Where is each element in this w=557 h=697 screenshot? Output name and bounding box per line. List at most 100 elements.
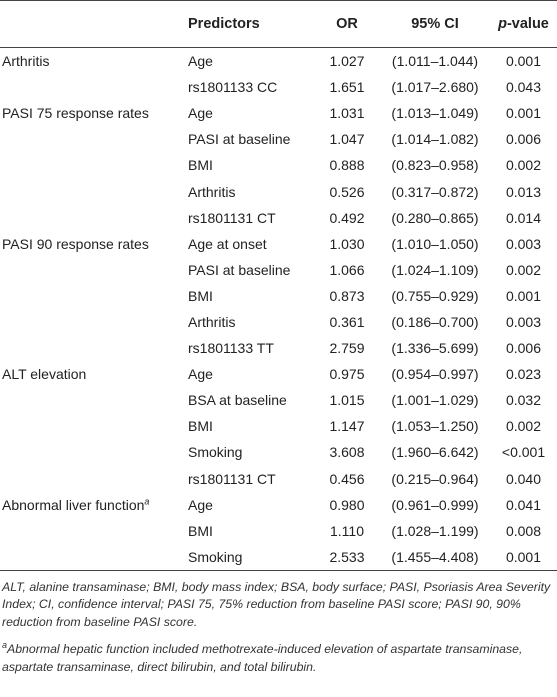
p-value-cell: 0.002: [488, 152, 557, 178]
predictor-cell-text: Smoking: [188, 444, 243, 461]
p-value-cell-text: 0.006: [505, 340, 542, 357]
or-cell-text: 1.651: [329, 79, 365, 96]
outcome-cell: [0, 309, 188, 335]
predictor-cell-text: rs1801133 CC: [188, 79, 278, 96]
or-cell-text: 0.980: [329, 496, 365, 513]
p-value-cell: 0.006: [488, 126, 557, 152]
table-row: BMI 0.873 (0.755–0.929) 0.001: [0, 283, 557, 309]
ci-cell-text: (1.017–2.680): [391, 79, 479, 96]
outcome-cell: Abnormal liver functiona: [0, 492, 188, 518]
ci-cell: (1.017–2.680): [382, 74, 488, 100]
outcome-cell: [0, 413, 188, 439]
outcome-cell: PASI 90 response rates: [0, 231, 188, 257]
ci-cell-text: (1.336–5.699): [391, 340, 479, 357]
ci-cell-text: (1.455–4.408): [391, 548, 479, 565]
regression-results-table: Predictors OR 95% CI p-value Arthritis Ag…: [0, 0, 557, 571]
predictor-cell: Arthritis: [188, 178, 312, 204]
predictor-cell-text: BMI: [188, 157, 213, 174]
or-cell-text: 0.456: [329, 470, 365, 487]
ci-cell-text: (0.823–0.958): [391, 157, 479, 174]
ci-cell: (1.053–1.250): [382, 413, 488, 439]
predictor-cell: Age: [188, 492, 312, 518]
predictor-cell: Age: [188, 361, 312, 387]
outcome-cell: [0, 518, 188, 544]
ci-cell: (0.186–0.700): [382, 309, 488, 335]
p-value-cell: 0.043: [488, 74, 557, 100]
or-cell: 3.608: [312, 439, 382, 465]
or-cell-text: 0.975: [329, 366, 365, 383]
or-cell: 0.975: [312, 361, 382, 387]
or-cell: 1.027: [312, 48, 382, 75]
p-value-cell: 0.003: [488, 231, 557, 257]
p-value-cell: 0.003: [488, 309, 557, 335]
outcome-cell: [0, 74, 188, 100]
ci-cell-text: (1.013–1.049): [391, 105, 479, 122]
or-cell: 1.015: [312, 387, 382, 413]
header-ci: 95% CI: [382, 0, 488, 48]
predictor-cell: rs1801133 TT: [188, 335, 312, 361]
p-value-cell-text: 0.001: [505, 53, 542, 70]
or-cell-text: 1.030: [329, 235, 365, 252]
outcome-cell-text: PASI 75 response rates: [2, 105, 149, 122]
table-row: PASI at baseline 1.066 (1.024–1.109) 0.002: [0, 257, 557, 283]
ci-cell-text: (0.961–0.999): [391, 496, 479, 513]
table-row: Arthritis 0.526 (0.317–0.872) 0.013: [0, 178, 557, 204]
ci-cell-text: (0.215–0.964): [391, 470, 479, 487]
predictor-cell: BSA at baseline: [188, 387, 312, 413]
outcome-cell: [0, 439, 188, 465]
predictor-cell-text: Age: [188, 105, 213, 122]
note-footnote: aAbnormal hepatic function included meth…: [2, 641, 555, 676]
predictor-cell: Age at onset: [188, 231, 312, 257]
predictor-cell-text: rs1801133 TT: [188, 340, 274, 357]
ci-cell-text: (1.053–1.250): [391, 418, 479, 435]
p-value-cell-text: 0.002: [505, 157, 542, 174]
or-cell-text: 0.492: [329, 209, 365, 226]
predictor-cell-text: Age: [188, 496, 213, 513]
p-value-cell-text: 0.001: [505, 287, 542, 304]
outcome-cell: [0, 152, 188, 178]
or-cell: 2.759: [312, 335, 382, 361]
predictor-cell: Smoking: [188, 439, 312, 465]
or-cell: 1.147: [312, 413, 382, 439]
predictor-cell-text: Age at onset: [188, 235, 267, 252]
table-row: Arthritis 0.361 (0.186–0.700) 0.003: [0, 309, 557, 335]
or-cell-text: 1.110: [330, 522, 364, 539]
ci-cell-text: (1.001–1.029): [391, 392, 479, 409]
ci-cell-text: (0.755–0.929): [391, 287, 479, 304]
or-cell-text: 1.027: [329, 53, 365, 70]
table-row: Arthritis Age 1.027 (1.011–1.044) 0.001: [0, 48, 557, 75]
outcome-cell: Arthritis: [0, 48, 188, 75]
predictor-cell: Age: [188, 100, 312, 126]
predictor-cell: rs1801131 CT: [188, 466, 312, 492]
p-value-cell-text: 0.023: [505, 366, 542, 383]
or-cell: 0.873: [312, 283, 382, 309]
predictor-cell-text: rs1801131 CT: [188, 470, 276, 487]
p-value-cell-text: 0.013: [505, 183, 542, 200]
table-row: rs1801131 CT 0.456 (0.215–0.964) 0.040: [0, 466, 557, 492]
predictor-cell-text: BSA at baseline: [188, 392, 287, 409]
table-row: BMI 1.147 (1.053–1.250) 0.002: [0, 413, 557, 439]
predictor-cell: rs1801133 CC: [188, 74, 312, 100]
or-cell: 0.456: [312, 466, 382, 492]
or-cell: 0.361: [312, 309, 382, 335]
p-value-cell: <0.001: [488, 439, 557, 465]
or-cell: 0.526: [312, 178, 382, 204]
p-value-cell: 0.014: [488, 205, 557, 231]
ci-cell-text: (0.317–0.872): [391, 183, 479, 200]
or-cell-text: 1.147: [329, 418, 365, 435]
predictor-cell: BMI: [188, 413, 312, 439]
ci-cell: (1.001–1.029): [382, 387, 488, 413]
ci-cell: (1.336–5.699): [382, 335, 488, 361]
or-cell: 0.980: [312, 492, 382, 518]
or-cell: 1.110: [312, 518, 382, 544]
p-value-cell: 0.008: [488, 518, 557, 544]
or-cell: 0.492: [312, 205, 382, 231]
p-value-cell-text: 0.040: [505, 470, 542, 487]
abbreviations-footnote: ALT, alanine transaminase; BMI, body mas…: [2, 579, 551, 629]
p-value-cell: 0.001: [488, 48, 557, 75]
p-value-cell: 0.040: [488, 466, 557, 492]
ci-cell-text: (1.010–1.050): [391, 235, 479, 252]
table-row: BSA at baseline 1.015 (1.001–1.029) 0.032: [0, 387, 557, 413]
p-value-cell-text: 0.003: [505, 313, 542, 330]
table-row: Smoking 2.533 (1.455–4.408) 0.001: [0, 543, 557, 571]
